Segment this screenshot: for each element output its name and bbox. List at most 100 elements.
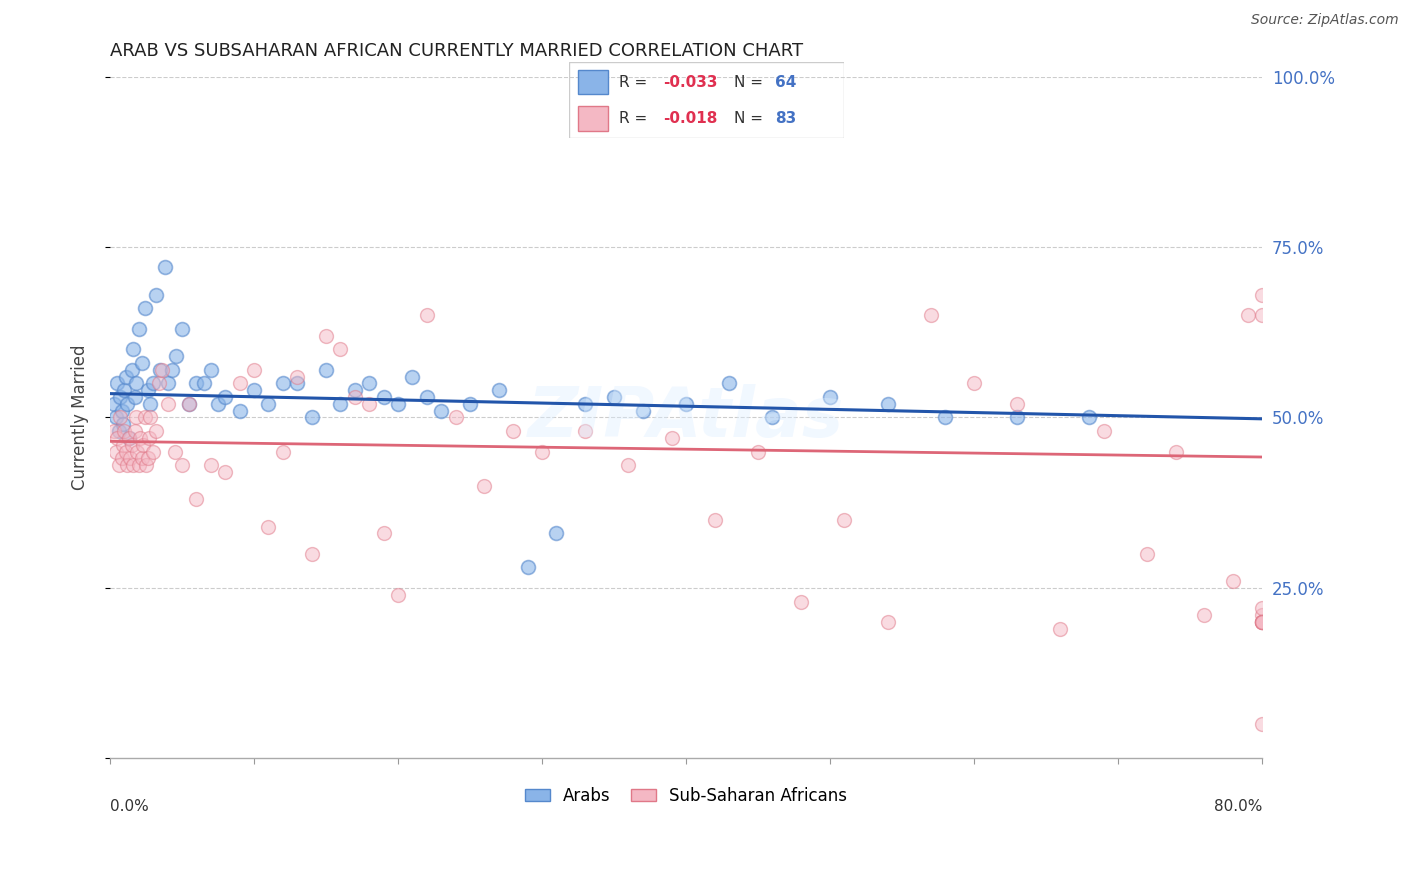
Point bbox=[271, 376, 294, 391]
Point bbox=[603, 390, 626, 404]
Point bbox=[329, 397, 352, 411]
Point bbox=[103, 397, 125, 411]
Point bbox=[488, 383, 510, 397]
Point bbox=[502, 424, 524, 438]
Point bbox=[122, 343, 145, 357]
Point bbox=[214, 465, 236, 479]
Point bbox=[108, 410, 131, 425]
Point bbox=[876, 615, 898, 629]
Point bbox=[179, 397, 201, 411]
Point bbox=[1251, 615, 1274, 629]
Point bbox=[107, 424, 129, 438]
Point bbox=[112, 417, 135, 432]
Text: N =: N = bbox=[734, 75, 768, 90]
Point bbox=[387, 588, 409, 602]
Text: R =: R = bbox=[619, 75, 652, 90]
Point bbox=[125, 410, 148, 425]
Point bbox=[228, 403, 250, 417]
Point bbox=[1092, 424, 1115, 438]
Point bbox=[373, 390, 395, 404]
Point bbox=[271, 444, 294, 458]
Point bbox=[108, 390, 131, 404]
Point bbox=[145, 287, 167, 301]
Point bbox=[1251, 615, 1274, 629]
Point bbox=[186, 376, 208, 391]
Text: R =: R = bbox=[619, 111, 652, 126]
Point bbox=[136, 451, 159, 466]
Y-axis label: Currently Married: Currently Married bbox=[72, 344, 89, 491]
Point bbox=[257, 397, 280, 411]
Point bbox=[138, 431, 160, 445]
Point bbox=[128, 322, 150, 336]
Point bbox=[1007, 397, 1029, 411]
Bar bbox=[578, 70, 607, 95]
Point bbox=[134, 301, 156, 316]
Point bbox=[104, 444, 127, 458]
Point bbox=[401, 369, 423, 384]
Point bbox=[200, 363, 222, 377]
Point bbox=[430, 403, 453, 417]
Point bbox=[747, 444, 769, 458]
Point bbox=[104, 410, 127, 425]
Point bbox=[1251, 308, 1274, 322]
Point bbox=[153, 260, 176, 275]
Point bbox=[373, 526, 395, 541]
Point bbox=[142, 376, 165, 391]
Point bbox=[444, 410, 467, 425]
Point bbox=[301, 547, 323, 561]
Point bbox=[1251, 717, 1274, 731]
Point bbox=[150, 363, 173, 377]
Point bbox=[110, 451, 132, 466]
Point bbox=[1251, 601, 1274, 615]
Point bbox=[179, 397, 201, 411]
Point bbox=[117, 397, 139, 411]
Point bbox=[115, 444, 138, 458]
Point bbox=[761, 410, 783, 425]
Point bbox=[156, 397, 179, 411]
Point bbox=[132, 438, 155, 452]
Text: Source: ZipAtlas.com: Source: ZipAtlas.com bbox=[1251, 13, 1399, 28]
Point bbox=[790, 594, 813, 608]
Point bbox=[156, 376, 179, 391]
Point bbox=[315, 363, 337, 377]
Point bbox=[1236, 308, 1258, 322]
Point bbox=[131, 356, 153, 370]
Point bbox=[329, 343, 352, 357]
Point bbox=[1251, 608, 1274, 623]
Point bbox=[285, 376, 308, 391]
Point bbox=[160, 363, 183, 377]
Text: -0.033: -0.033 bbox=[662, 75, 717, 90]
Point bbox=[112, 438, 135, 452]
Point bbox=[142, 444, 165, 458]
Point bbox=[834, 513, 856, 527]
Point bbox=[1007, 410, 1029, 425]
Point bbox=[1049, 622, 1071, 636]
Point bbox=[139, 397, 162, 411]
Text: 83: 83 bbox=[775, 111, 796, 126]
Point bbox=[214, 390, 236, 404]
Point bbox=[387, 397, 409, 411]
Point bbox=[135, 458, 157, 473]
Point bbox=[170, 458, 193, 473]
Legend: Arabs, Sub-Saharan Africans: Arabs, Sub-Saharan Africans bbox=[519, 780, 853, 812]
Point bbox=[1078, 410, 1101, 425]
Point bbox=[359, 397, 381, 411]
Point bbox=[128, 458, 150, 473]
Point bbox=[675, 397, 697, 411]
Point bbox=[107, 458, 129, 473]
Point bbox=[343, 390, 366, 404]
Point bbox=[718, 376, 741, 391]
Point bbox=[243, 363, 266, 377]
Point bbox=[315, 328, 337, 343]
Point bbox=[617, 458, 640, 473]
Point bbox=[359, 376, 381, 391]
Point bbox=[124, 424, 146, 438]
Point bbox=[115, 369, 138, 384]
Text: N =: N = bbox=[734, 111, 768, 126]
Point bbox=[703, 513, 725, 527]
Point bbox=[129, 431, 152, 445]
Point bbox=[165, 349, 187, 363]
Point bbox=[110, 403, 132, 417]
Point bbox=[120, 451, 142, 466]
Point bbox=[121, 438, 143, 452]
